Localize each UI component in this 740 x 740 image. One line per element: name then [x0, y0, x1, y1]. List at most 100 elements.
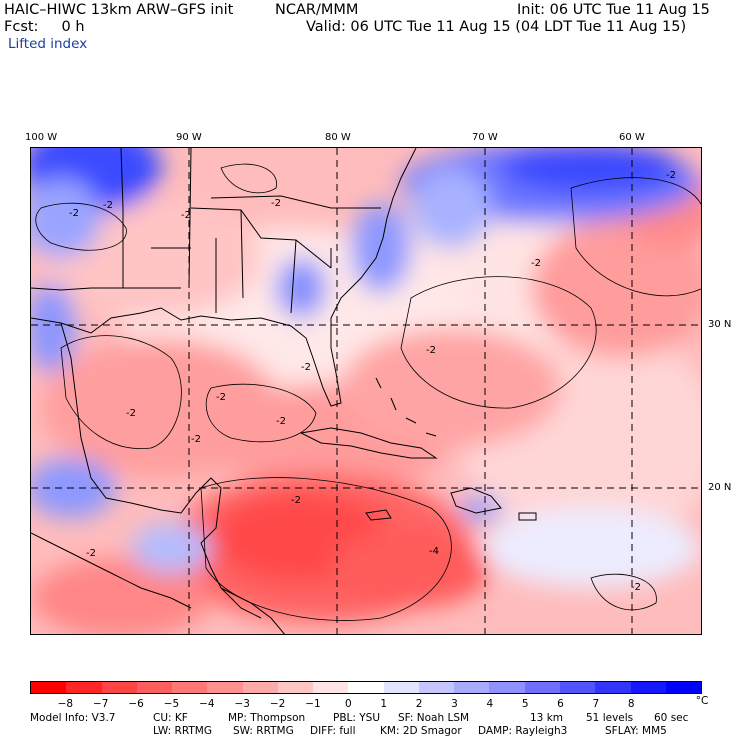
lat-label-20n: 20 N: [708, 482, 732, 493]
contour-label: -2: [531, 258, 541, 269]
lon-label-60w: 60 W: [619, 132, 645, 143]
colorbar-swatch: [630, 682, 666, 693]
contour-mexico: [60, 335, 182, 450]
colorbar-tick-label: 6: [557, 698, 564, 710]
colorbar-tick-label: −6: [128, 698, 144, 710]
contour-gulf: [205, 383, 317, 443]
colorbar-swatch: [524, 682, 560, 693]
jamaica-outline: [365, 509, 392, 521]
colorbar-swatch: [454, 682, 490, 693]
colorbar-swatch: [348, 682, 384, 693]
colorbar-swatch: [66, 682, 102, 693]
colorbar-swatch: [665, 682, 702, 693]
colorbar-tick-label: 2: [415, 698, 423, 710]
contour-northeast: [570, 177, 701, 297]
eddy-coefficient: KM: 2D Smagor: [380, 725, 462, 737]
bahamas-islands: [375, 377, 437, 437]
colorbar-swatch: [559, 682, 596, 693]
colorbar-swatch: [31, 682, 67, 693]
lat-label-30n: 30 N: [708, 319, 732, 330]
vertical-levels: 51 levels: [586, 712, 634, 724]
field-name: Lifted index: [8, 36, 88, 52]
damping-option: DAMP: Rayleigh3: [478, 725, 568, 737]
diffusion-option: DIFF: full: [310, 725, 356, 737]
contour-label: -2: [271, 198, 281, 209]
colorbar-tick-label: 8: [627, 698, 635, 710]
colorbar-swatch: [418, 682, 455, 693]
state-borders: [91, 148, 381, 314]
colorbar-swatch: [172, 682, 208, 693]
colorbar-tick-label: 3: [451, 698, 458, 710]
model-title: HAIC–HIWC 13km ARW–GFS init: [4, 2, 234, 18]
contour-caribbean: [200, 477, 452, 621]
contours: [35, 163, 701, 621]
lifted-index-field: [31, 148, 701, 634]
longwave-scheme: LW: RRTMG: [153, 725, 212, 737]
contour-label: -2: [291, 495, 301, 506]
cumulus-scheme: CU: KF: [153, 712, 188, 724]
contour-label: -2: [666, 170, 676, 181]
contour-label: -2: [276, 416, 286, 427]
us-border: [31, 287, 92, 291]
hispaniola-outline: [450, 487, 502, 514]
contour-label: -2: [69, 208, 79, 219]
contour-label: -2: [103, 200, 113, 211]
gulf-coast: [31, 148, 417, 407]
organization: NCAR/MMM: [275, 2, 359, 18]
colorbar-tick-label: −4: [199, 698, 215, 710]
colorbar-swatch: [277, 682, 314, 693]
colorbar-tick-label: −3: [234, 698, 250, 710]
lon-label-70w: 70 W: [472, 132, 498, 143]
lon-label-100w: 100 W: [25, 132, 58, 143]
colorbar-tick-label: 7: [592, 698, 600, 710]
colorbar-tick-label: 1: [380, 698, 388, 710]
microphysics-scheme: MP: Thompson: [228, 712, 306, 724]
contour-west: [35, 202, 127, 251]
contour-small-1: [220, 163, 277, 194]
colorbar-swatch: [207, 682, 243, 693]
colorbar-tick-label: 0: [344, 698, 352, 710]
colorbar-tick-label: −2: [269, 698, 286, 710]
colorbar-swatch: [101, 682, 137, 693]
colorbar-swatch: [242, 682, 278, 693]
colorbar: [30, 681, 702, 694]
timestep: 60 sec: [654, 712, 689, 724]
lifted-index-map: -2 -2 -2 -2 -2 -2 -2 -2 -2 -2 -2 -2 -2 -…: [30, 147, 702, 635]
colorbar-tick-label: −8: [57, 698, 74, 710]
surface-scheme: SF: Noah LSM: [398, 712, 470, 724]
colorbar-swatch: [313, 682, 349, 693]
contour-label-group: -2 -2 -2 -2 -2 -2 -2 -2 -2 -2 -2 -2 -2 -…: [69, 170, 676, 593]
forecast-hour: Fcst: 0 h: [4, 19, 85, 35]
colorbar-unit: °C: [695, 695, 709, 707]
colorbar-tick-label: 4: [486, 698, 494, 710]
shortwave-scheme: SW: RRTMG: [233, 725, 294, 737]
pbl-scheme: PBL: YSU: [333, 712, 381, 724]
lon-label-80w: 80 W: [325, 132, 351, 143]
colorbar-swatch: [489, 682, 525, 693]
valid-time: Valid: 06 UTC Tue 11 Aug 15 (04 LDT Tue …: [306, 19, 687, 35]
puerto-rico-outline: [518, 512, 537, 521]
contour-label: -2: [426, 345, 436, 356]
colorbar-tick-label: −7: [92, 698, 109, 710]
contour-label: -2: [181, 210, 191, 221]
contour-label: -2: [86, 548, 96, 559]
colorbar-tick-label: −5: [163, 698, 180, 710]
colorbar-swatch: [595, 682, 631, 693]
contour-label: -2: [216, 392, 226, 403]
contour-label: -2: [301, 362, 311, 373]
cuba-outline: [299, 427, 438, 459]
colorbar-tick-label: −1: [305, 698, 321, 710]
colorbar-swatch: [136, 682, 173, 693]
contour-label: -2: [126, 408, 136, 419]
colorbar-swatch: [383, 682, 419, 693]
model-version: Model Info: V3.7: [30, 712, 116, 724]
mexico-coast: [60, 322, 262, 619]
contour-label: -2: [191, 434, 201, 445]
map-canvas: -2 -2 -2 -2 -2 -2 -2 -2 -2 -2 -2 -2 -2 -…: [31, 148, 701, 634]
surface-layer: SFLAY: MM5: [605, 725, 667, 737]
resolution: 13 km: [530, 712, 564, 724]
colorbar-tick-label: 5: [521, 698, 529, 710]
mexico-pacific-coast: [31, 532, 192, 609]
contour-small-2: [590, 573, 657, 611]
contour-atlantic: [400, 276, 597, 409]
